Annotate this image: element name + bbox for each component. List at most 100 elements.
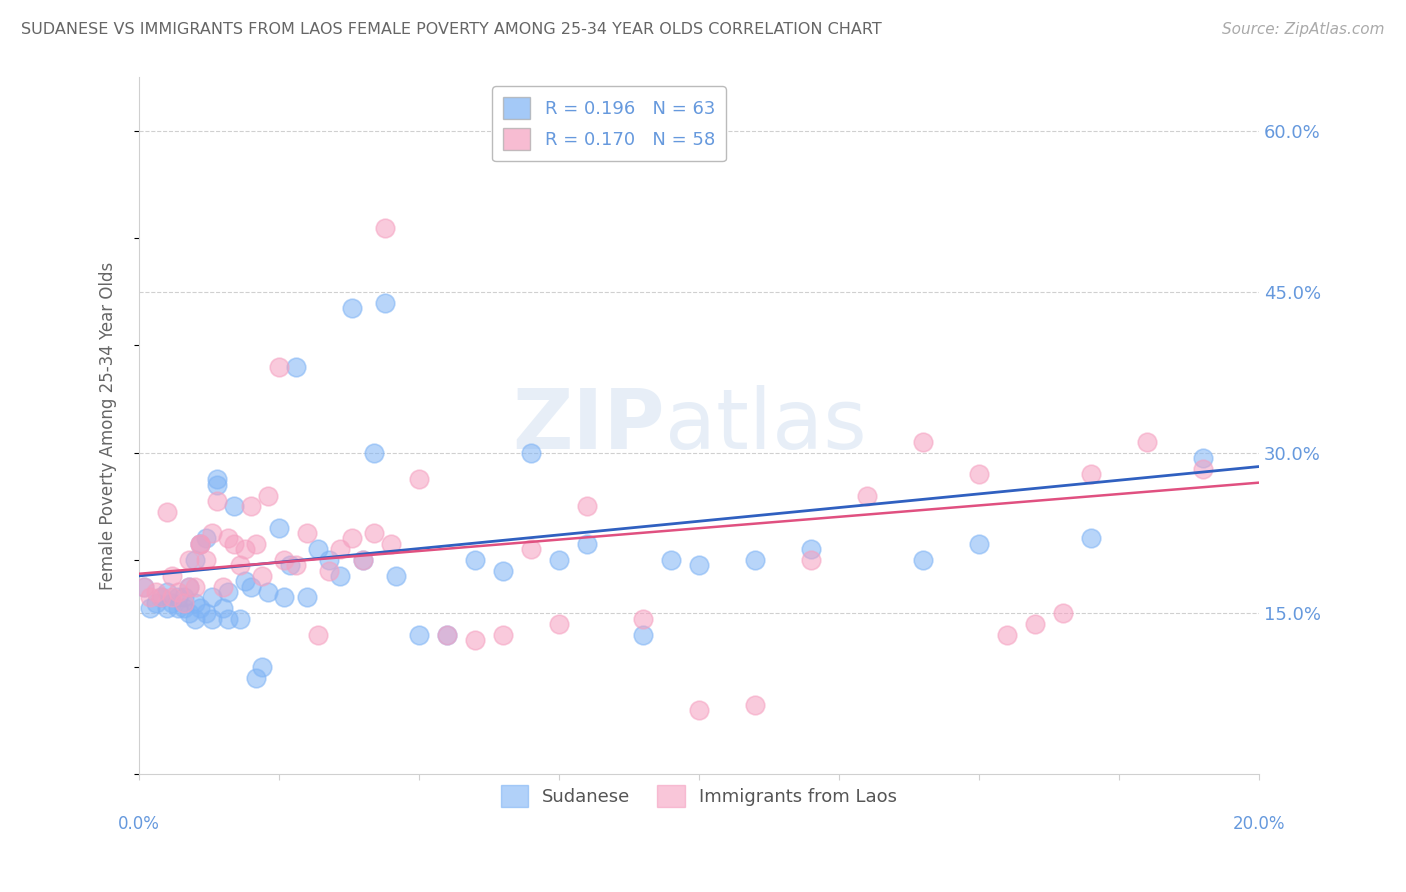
Y-axis label: Female Poverty Among 25-34 Year Olds: Female Poverty Among 25-34 Year Olds (100, 261, 117, 590)
Point (995, 628, 1018, 642)
Point (184, 580, 207, 594)
Point (195, 532, 218, 546)
Point (295, 526, 318, 541)
Point (1136, 434, 1159, 449)
Point (195, 607, 218, 621)
Point (1080, 532, 1102, 546)
Point (162, 569, 184, 583)
Point (228, 612, 250, 626)
Point (239, 580, 262, 594)
Point (800, 553, 823, 567)
Point (329, 569, 352, 583)
Point (139, 591, 162, 605)
Point (250, 660, 273, 674)
Point (688, 703, 710, 717)
Point (207, 478, 229, 492)
Point (520, 542, 543, 557)
Point (239, 500, 262, 514)
Point (284, 359, 307, 374)
Point (352, 553, 374, 567)
Point (156, 585, 179, 599)
Text: ZIP: ZIP (513, 385, 665, 467)
Point (318, 553, 340, 567)
Point (363, 526, 385, 541)
Point (492, 628, 515, 642)
Point (195, 553, 218, 567)
Point (547, 553, 569, 567)
Point (179, 553, 201, 567)
Text: Source: ZipAtlas.com: Source: ZipAtlas.com (1222, 22, 1385, 37)
Point (217, 585, 239, 599)
Point (201, 526, 224, 541)
Point (134, 580, 156, 594)
Point (855, 489, 877, 503)
Point (374, 295, 396, 310)
Point (329, 542, 352, 557)
Point (167, 585, 190, 599)
Point (167, 591, 190, 605)
Point (273, 553, 295, 567)
Point (744, 553, 766, 567)
Point (363, 445, 385, 459)
Point (520, 445, 543, 459)
Point (173, 596, 195, 610)
Point (190, 537, 212, 551)
Point (150, 591, 173, 605)
Point (207, 494, 229, 508)
Point (631, 612, 654, 626)
Point (911, 434, 934, 449)
Point (547, 617, 569, 632)
Point (436, 628, 458, 642)
Point (134, 580, 156, 594)
Point (374, 220, 396, 235)
Point (167, 601, 190, 615)
Point (1024, 617, 1046, 632)
Point (156, 505, 179, 519)
Point (212, 601, 235, 615)
Point (150, 591, 173, 605)
Point (1191, 450, 1213, 465)
Point (190, 601, 212, 615)
Point (201, 591, 224, 605)
Point (267, 521, 290, 535)
Point (222, 500, 245, 514)
Point (464, 633, 486, 648)
Point (207, 472, 229, 486)
Point (162, 591, 184, 605)
Point (245, 671, 267, 685)
Point (245, 537, 267, 551)
Point (212, 580, 235, 594)
Point (492, 564, 515, 578)
Point (352, 553, 374, 567)
Point (222, 537, 245, 551)
Point (139, 601, 162, 615)
Point (340, 301, 363, 315)
Point (967, 537, 990, 551)
Point (380, 537, 402, 551)
Point (967, 467, 990, 481)
Point (145, 596, 167, 610)
Point (233, 542, 256, 557)
Point (1191, 461, 1213, 475)
Point (800, 542, 823, 557)
Point (179, 580, 201, 594)
Point (278, 558, 301, 573)
Point (575, 500, 598, 514)
Point (190, 537, 212, 551)
Point (436, 628, 458, 642)
Point (256, 489, 278, 503)
Point (744, 698, 766, 712)
Point (179, 580, 201, 594)
Point (408, 472, 430, 486)
Point (256, 585, 278, 599)
Point (1052, 607, 1074, 621)
Point (217, 532, 239, 546)
Point (184, 596, 207, 610)
Point (145, 585, 167, 599)
Point (464, 553, 486, 567)
Point (307, 628, 329, 642)
Point (688, 558, 710, 573)
Text: atlas: atlas (665, 385, 868, 467)
Text: 0.0%: 0.0% (118, 815, 160, 833)
Text: SUDANESE VS IMMIGRANTS FROM LAOS FEMALE POVERTY AMONG 25-34 YEAR OLDS CORRELATIO: SUDANESE VS IMMIGRANTS FROM LAOS FEMALE … (21, 22, 882, 37)
